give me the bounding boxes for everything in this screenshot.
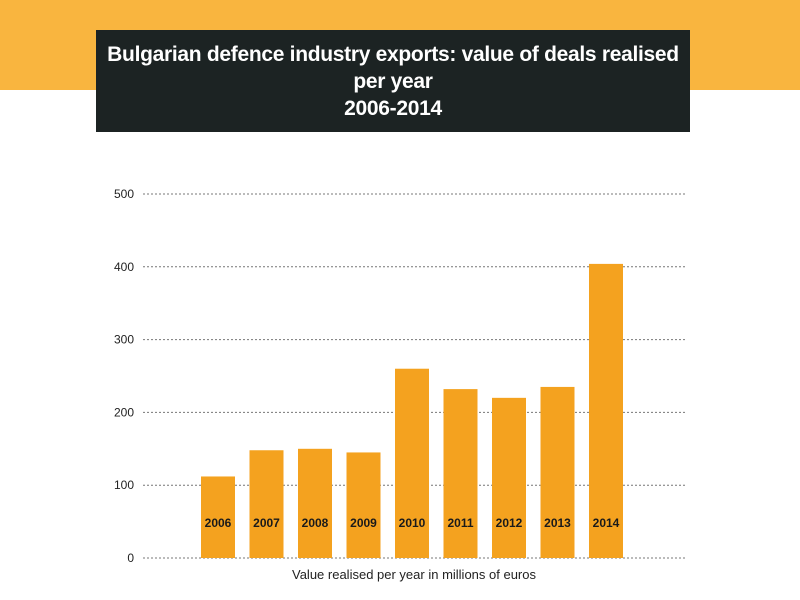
bar-2008 [298, 448, 332, 558]
chart-title-line-2: 2006-2014 [344, 96, 442, 120]
bar-2014 [589, 263, 623, 558]
bar-label-2013: 2013 [544, 516, 571, 530]
bar-2009 [346, 452, 381, 558]
bar-label-2009: 2009 [350, 516, 377, 530]
bar-2010 [395, 368, 429, 558]
bar-2006 [201, 476, 235, 558]
x-axis-label: Value realised per year in millions of e… [292, 567, 536, 582]
chart-title-line-1: Bulgarian defence industry exports: valu… [107, 42, 679, 93]
bar-2012 [492, 397, 526, 558]
bar-label-2014: 2014 [593, 516, 620, 530]
bars [201, 263, 623, 558]
bar-2011 [443, 389, 478, 558]
y-tick-label: 200 [114, 405, 134, 419]
bar-label-2008: 2008 [302, 516, 329, 530]
bar-label-2012: 2012 [496, 516, 523, 530]
bar-label-2007: 2007 [253, 516, 280, 530]
y-axis-tick-labels: 0 100 200 300 400 500 [114, 187, 134, 565]
bar-label-2006: 2006 [205, 516, 232, 530]
bar-category-labels: 2006 2007 2008 2009 2010 2011 2012 2013 2014 [205, 516, 620, 530]
bar-label-2010: 2010 [399, 516, 426, 530]
bar-label-2011: 2011 [447, 516, 473, 530]
y-tick-label: 400 [114, 260, 134, 274]
bar-2007 [249, 450, 284, 558]
title-box: Bulgarian defence industry exports: valu… [96, 30, 690, 132]
y-tick-label: 0 [127, 551, 134, 565]
bar-2013 [540, 386, 575, 558]
y-tick-label: 300 [114, 333, 134, 347]
y-tick-label: 100 [114, 478, 134, 492]
y-tick-label: 500 [114, 187, 134, 201]
